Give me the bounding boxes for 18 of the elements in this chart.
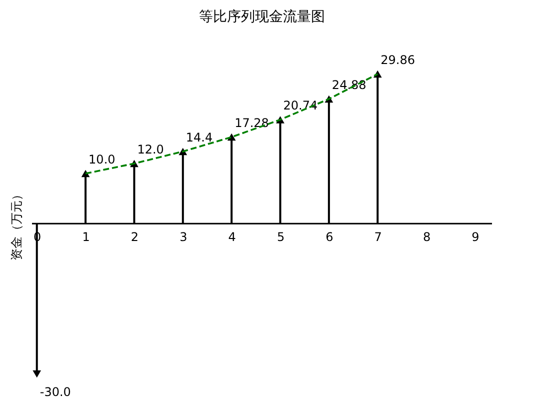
x-tick-label: 8 xyxy=(422,230,431,244)
data-label: 12.0 xyxy=(137,142,164,157)
data-label: 14.4 xyxy=(186,130,213,144)
data-label: 17.28 xyxy=(234,116,269,130)
x-tick-label: 9 xyxy=(472,230,480,244)
data-label: 10.0 xyxy=(88,152,116,167)
x-tick-label: 3 xyxy=(180,230,188,244)
x-tick-label: 2 xyxy=(130,230,139,244)
x-tick-label: 6 xyxy=(326,230,334,244)
y-axis-title: 资金（万元） xyxy=(10,188,24,260)
chart-title: 等比序列现金流量图 xyxy=(199,9,325,25)
x-tick-label: 7 xyxy=(374,230,382,244)
x-tick-label: 1 xyxy=(82,230,90,244)
x-tick-label: 5 xyxy=(276,230,285,244)
data-label: -30.0 xyxy=(40,385,71,399)
data-label: 29.86 xyxy=(380,53,415,67)
x-tick-label: 4 xyxy=(228,230,236,244)
point xyxy=(32,370,42,378)
